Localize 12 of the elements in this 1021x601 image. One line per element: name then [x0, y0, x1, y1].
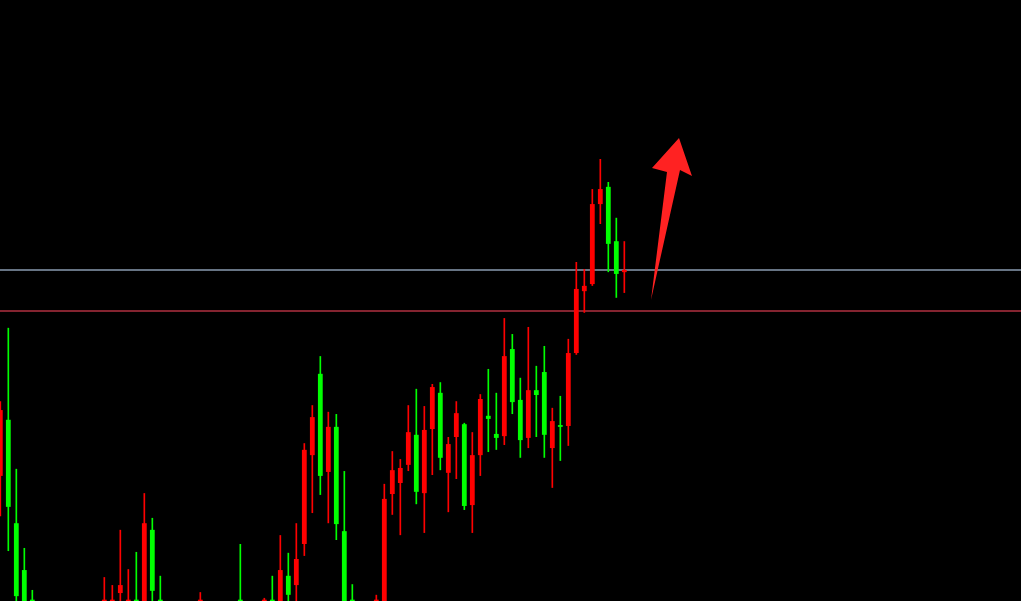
- candlestick: [621, 240, 627, 294]
- candlestick: [597, 158, 603, 225]
- candlestick: [581, 268, 587, 314]
- candlestick: [533, 365, 539, 438]
- candlestick: [453, 400, 459, 480]
- candlestick: [557, 395, 563, 462]
- candlestick: [389, 450, 395, 516]
- candlestick: [117, 529, 123, 601]
- candlestick: [493, 391, 499, 451]
- candlestick: [285, 551, 291, 601]
- candlestick: [485, 368, 491, 453]
- candlestick: [397, 458, 403, 536]
